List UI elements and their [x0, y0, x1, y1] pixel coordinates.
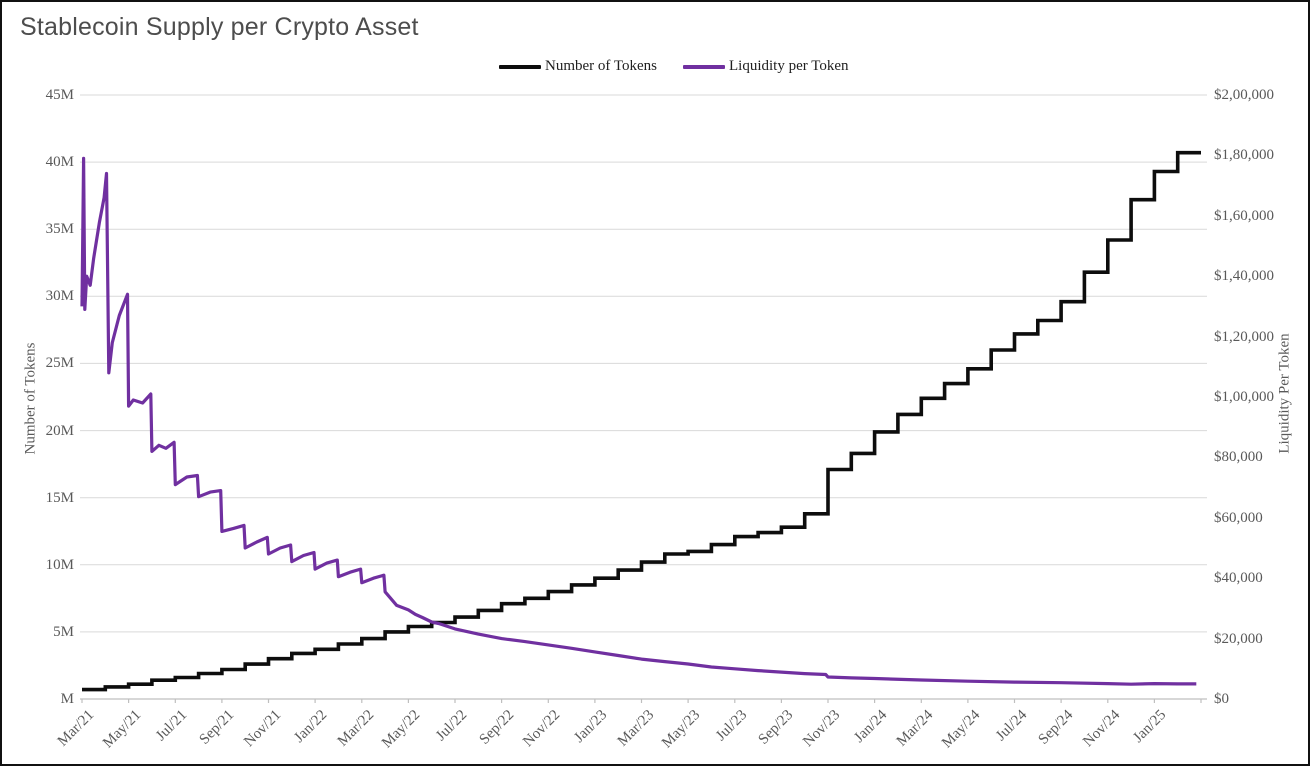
left-axis-tick-label: 45M — [45, 87, 74, 103]
right-axis-tick-label: $60,000 — [1214, 509, 1263, 526]
legend-label-liquidity-per-token: Liquidity per Token — [729, 58, 849, 74]
right-axis-tick-label: $1,60,000 — [1214, 207, 1274, 224]
left-axis-tick-label: 5M — [53, 623, 74, 640]
legend-item-liquidity-per-token: Liquidity per Token — [683, 58, 849, 75]
right-axis-tick-label: $2,00,000 — [1214, 87, 1274, 103]
right-axis-tick-label: $1,20,000 — [1214, 328, 1274, 345]
right-axis-tick-label: $1,40,000 — [1214, 268, 1274, 285]
right-axis-tick-label: $1,00,000 — [1214, 389, 1274, 405]
left-axis-tick-label: 35M — [45, 221, 74, 238]
left-axis-tick-label: M — [60, 691, 74, 707]
series-liquidity-per-token — [80, 156, 1197, 686]
legend-swatch-liquidity-per-token — [683, 64, 725, 69]
right-axis-tick-label: $40,000 — [1214, 570, 1263, 587]
right-axis-tick-label: $80,000 — [1214, 449, 1263, 466]
left-axis-title: Number of Tokens — [22, 342, 39, 455]
legend-swatch-number-of-tokens — [499, 64, 541, 69]
left-axis-tick-label: 10M — [45, 556, 74, 573]
right-axis-tick-label: $1,80,000 — [1214, 147, 1274, 164]
left-axis-tick-label: 20M — [45, 422, 74, 439]
series-number-of-tokens — [82, 150, 1201, 692]
right-axis-tick-label: $20,000 — [1214, 630, 1263, 647]
left-axis-tick-label: 15M — [45, 489, 74, 506]
chart-title: Stablecoin Supply per Crypto Asset — [20, 13, 419, 41]
right-axis-tick-label: $0 — [1214, 691, 1229, 707]
left-axis-tick-label: 40M — [45, 154, 74, 171]
left-axis-tick-label: 30M — [45, 288, 74, 305]
left-axis-tick-label: 25M — [45, 355, 74, 372]
legend-label-number-of-tokens: Number of Tokens — [545, 58, 657, 74]
legend: Number of Tokens Liquidity per Token — [499, 58, 849, 75]
legend-item-number-of-tokens: Number of Tokens — [499, 58, 657, 75]
